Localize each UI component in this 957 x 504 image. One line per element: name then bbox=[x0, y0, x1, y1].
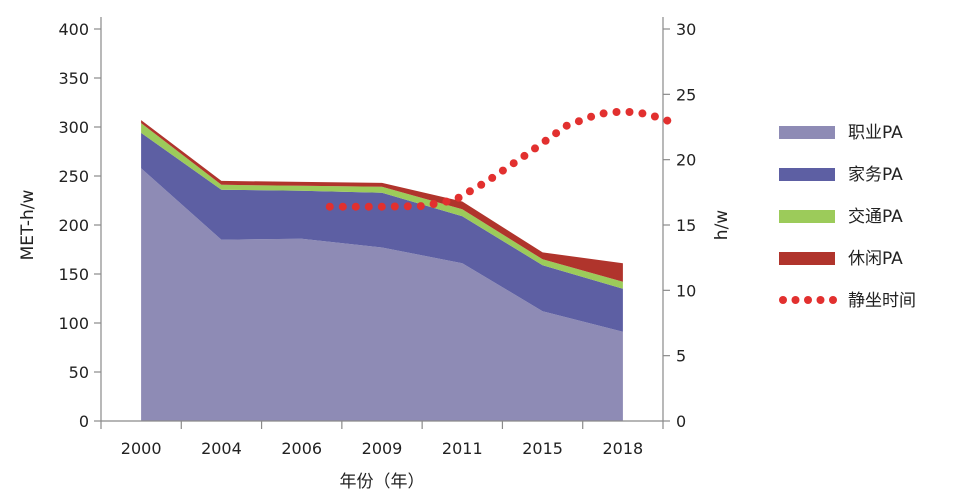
sedentary-time-dot bbox=[552, 129, 561, 138]
sedentary-time-dot bbox=[498, 166, 507, 175]
y-right-tick-label: 15 bbox=[676, 216, 696, 235]
x-tick-label: 2004 bbox=[201, 439, 242, 458]
y-left-tick-label: 300 bbox=[58, 118, 89, 137]
sedentary-time-dot bbox=[531, 144, 539, 153]
legend-swatch bbox=[779, 168, 835, 181]
legend-dot bbox=[804, 296, 812, 304]
sedentary-time-dot bbox=[587, 112, 596, 121]
legend: 职业PA 家务PA 交通PA 休闲PA 静坐时间 bbox=[779, 123, 916, 311]
sedentary-time-dot bbox=[477, 180, 486, 189]
y-axis-right-title: h/w bbox=[712, 210, 732, 241]
axes-layer: 0 50 100 150 200 250 300 350 400 0 5 10 15 20 25 30 2000… bbox=[18, 17, 732, 492]
legend-swatch bbox=[779, 126, 835, 139]
x-tick-label: 2009 bbox=[362, 439, 403, 458]
y-left-tick-label: 150 bbox=[58, 265, 89, 284]
sedentary-time-dot bbox=[663, 116, 672, 125]
legend-label: 家务PA bbox=[848, 165, 903, 185]
y-left-tick-label: 50 bbox=[69, 363, 89, 382]
x-tick-label: 2018 bbox=[602, 439, 643, 458]
y-right-tick-label: 10 bbox=[676, 281, 696, 300]
x-axis-title: 年份（年） bbox=[340, 472, 425, 492]
legend-dot bbox=[779, 296, 787, 304]
x-tick-label: 2015 bbox=[522, 439, 563, 458]
sedentary-time-dot bbox=[351, 202, 360, 211]
sedentary-time-dot bbox=[416, 202, 425, 211]
y-axis-left-title: MET-h/w bbox=[18, 190, 38, 261]
sedentary-time-dot bbox=[454, 193, 463, 202]
sedentary-time-dot bbox=[403, 202, 412, 211]
sedentary-time-dot bbox=[638, 109, 647, 118]
y-left-tick-label: 100 bbox=[58, 314, 89, 333]
legend-dot bbox=[829, 296, 837, 304]
y-right-tick-label: 0 bbox=[676, 412, 686, 431]
sedentary-time-dot bbox=[390, 202, 399, 211]
sedentary-time-dot bbox=[650, 112, 659, 121]
y-right-tick-label: 5 bbox=[676, 347, 686, 366]
sedentary-time-dot bbox=[442, 197, 451, 206]
sedentary-time-dot bbox=[429, 200, 438, 208]
y-right-tick-label: 20 bbox=[676, 151, 696, 170]
area-series-1 bbox=[141, 168, 623, 421]
x-tick-label: 2000 bbox=[121, 439, 162, 458]
x-tick-label: 2011 bbox=[442, 439, 483, 458]
legend-label: 静坐时间 bbox=[848, 291, 916, 311]
sedentary-time-dot bbox=[338, 202, 347, 211]
legend-label: 职业PA bbox=[848, 123, 903, 143]
legend-dot bbox=[791, 296, 800, 304]
area-series-3 bbox=[141, 123, 623, 289]
y-left-tick-label: 250 bbox=[58, 167, 89, 186]
sedentary-time-dot bbox=[520, 151, 529, 160]
sedentary-time-dot bbox=[364, 202, 373, 211]
x-tick-label: 2006 bbox=[281, 439, 322, 458]
sedentary-time-dot bbox=[488, 173, 497, 182]
sedentary-time-dot bbox=[325, 202, 334, 211]
sedentary-time-dot bbox=[625, 108, 634, 116]
y-left-tick-label: 200 bbox=[58, 216, 89, 235]
sedentary-time-dot bbox=[541, 136, 550, 145]
sedentary-time-dot bbox=[377, 202, 386, 211]
y-right-tick-label: 30 bbox=[676, 20, 696, 39]
legend-swatch bbox=[779, 210, 835, 223]
sedentary-time-dot bbox=[599, 109, 608, 118]
area-layer bbox=[141, 120, 623, 421]
legend-dot bbox=[816, 296, 825, 304]
sedentary-time-dot bbox=[509, 159, 518, 168]
y-left-tick-label: 400 bbox=[58, 20, 89, 39]
sedentary-time-dot bbox=[465, 187, 474, 196]
y-left-tick-label: 0 bbox=[79, 412, 89, 431]
legend-swatch bbox=[779, 252, 835, 265]
legend-label: 交通PA bbox=[848, 207, 903, 227]
sedentary-line-layer bbox=[325, 108, 672, 211]
sedentary-time-dot bbox=[562, 121, 571, 130]
y-left-tick-label: 350 bbox=[58, 69, 89, 88]
sedentary-time-dot bbox=[574, 117, 583, 126]
sedentary-time-dot bbox=[612, 108, 621, 116]
area-series-4 bbox=[141, 120, 623, 282]
legend-label: 休闲PA bbox=[848, 249, 903, 269]
area-series-2 bbox=[141, 132, 623, 332]
y-right-tick-label: 25 bbox=[676, 85, 696, 104]
